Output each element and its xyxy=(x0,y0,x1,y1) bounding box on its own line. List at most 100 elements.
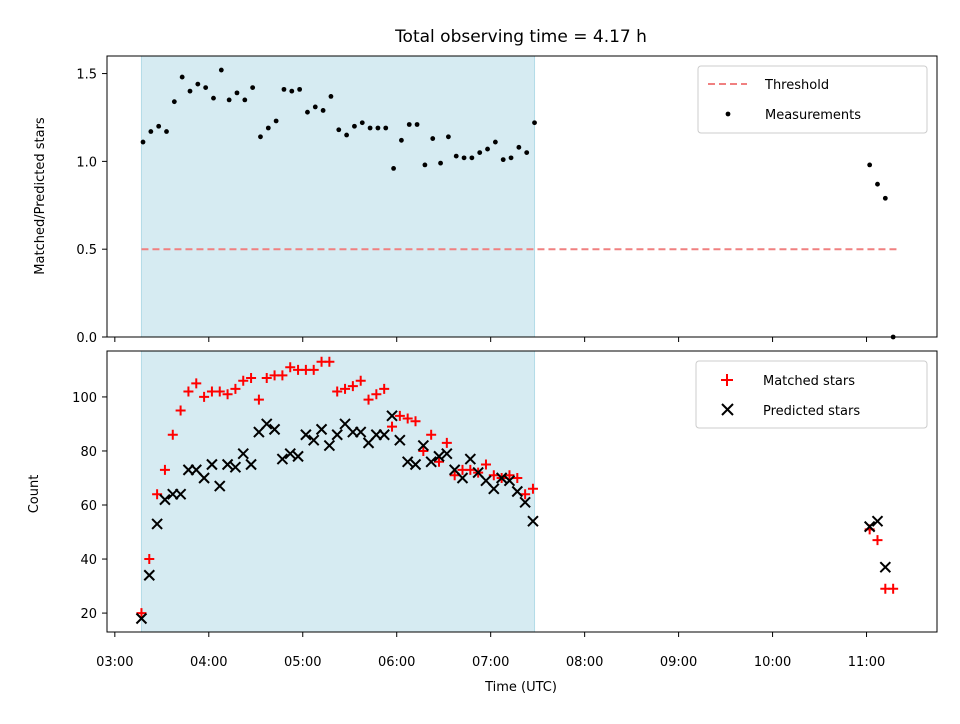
measurement-point xyxy=(875,181,880,187)
bottom-panel: 20 40 60 80 100 03:00 04:00 05:00 06:00 07:00 08:… xyxy=(27,350,938,695)
measurement-point xyxy=(242,97,248,103)
top-panel: 0.0 0.5 1.0 1.5 Matched/Predicted stars Thr… xyxy=(33,55,938,346)
measurement-point xyxy=(297,86,303,92)
predicted-star-marker xyxy=(527,515,539,527)
bottom-x-ticks: 03:00 04:00 05:00 06:00 07:00 08:00 09:00 10:00… xyxy=(96,632,885,670)
matched-star-marker xyxy=(261,373,272,384)
legend-measurements-swatch xyxy=(725,111,731,117)
predicted-star-marker xyxy=(198,472,210,484)
measurement-point xyxy=(320,108,326,113)
measurement-point xyxy=(250,85,256,91)
legend-predicted-swatch xyxy=(721,403,734,416)
top-y-tick-label: 0.5 xyxy=(76,243,97,258)
bottom-x-tick-label: 07:00 xyxy=(472,655,509,670)
matched-star-marker xyxy=(308,364,319,375)
measurement-point xyxy=(485,146,490,152)
measurement-point xyxy=(367,125,373,131)
matched-star-marker xyxy=(888,583,899,594)
matched-star-marker xyxy=(504,470,515,481)
predicted-star-marker xyxy=(143,569,155,581)
matched-star-marker xyxy=(277,370,288,381)
bottom-x-tick-label: 03:00 xyxy=(96,655,133,670)
bottom-y-tick-label: 40 xyxy=(80,553,97,568)
top-y-tick-label: 1.5 xyxy=(76,68,97,83)
measurement-point xyxy=(218,67,224,73)
measurement-point xyxy=(532,120,537,126)
measurement-point xyxy=(867,162,873,168)
measurement-point xyxy=(375,125,381,131)
measurement-point xyxy=(469,155,475,161)
bottom-x-tick-label: 09:00 xyxy=(660,655,697,670)
predicted-star-marker xyxy=(284,447,296,460)
measurement-point xyxy=(336,127,342,133)
bottom-x-tick-label: 06:00 xyxy=(378,655,415,670)
predicted-star-marker xyxy=(401,456,414,468)
predicted-star-marker xyxy=(495,472,508,484)
predicted-star-marker xyxy=(206,458,218,471)
measurement-point xyxy=(477,150,483,155)
measurement-point xyxy=(312,104,318,110)
bottom-legend-box xyxy=(695,360,928,429)
matched-star-marker xyxy=(512,472,523,483)
bottom-y-tick-label: 100 xyxy=(72,391,97,406)
matched-star-marker xyxy=(238,375,249,386)
predicted-star-marker xyxy=(441,447,453,460)
matched-star-marker xyxy=(285,362,296,373)
measurement-point xyxy=(359,120,365,126)
matched-star-marker xyxy=(230,383,241,394)
matched-star-marker xyxy=(520,489,531,500)
measurement-point xyxy=(265,125,271,131)
measurement-point xyxy=(383,125,389,131)
predicted-star-marker xyxy=(425,456,437,468)
measurement-point xyxy=(508,155,514,161)
legend-threshold-label: Threshold xyxy=(764,78,829,93)
measurement-point xyxy=(882,195,888,201)
matched-star-marker xyxy=(426,429,437,440)
legend-measurements-label: Measurements xyxy=(765,108,861,123)
top-shaded-region xyxy=(140,55,536,338)
predicted-star-marker xyxy=(261,418,273,430)
bottom-x-tick-label: 10:00 xyxy=(754,655,791,670)
measurement-point xyxy=(281,86,287,92)
measurement-point xyxy=(273,118,279,124)
matched-star-marker xyxy=(175,405,186,416)
matched-star-marker xyxy=(253,394,264,405)
predicted-star-marker xyxy=(456,472,469,484)
bottom-y-tick-label: 20 xyxy=(80,607,97,622)
top-plot-marks xyxy=(140,67,898,340)
matched-star-marker xyxy=(214,386,225,397)
measurement-point xyxy=(500,157,506,163)
measurement-point xyxy=(438,160,443,166)
predicted-star-marker xyxy=(464,453,477,465)
predicted-star-marker xyxy=(879,561,892,573)
measurement-point xyxy=(524,150,530,155)
predicted-star-marker xyxy=(292,450,304,463)
matched-star-marker xyxy=(480,459,491,470)
predicted-star-marker xyxy=(354,426,367,438)
matched-star-marker xyxy=(340,383,351,394)
measurement-point xyxy=(328,93,334,99)
legend-predicted-label: Predicted stars xyxy=(763,404,860,419)
matched-star-marker xyxy=(355,375,366,386)
measurement-point xyxy=(430,136,436,141)
matched-star-marker xyxy=(872,535,883,546)
matched-star-marker xyxy=(191,378,202,389)
predicted-star-marker xyxy=(237,447,249,460)
matched-star-marker xyxy=(159,464,170,475)
matched-star-marker xyxy=(441,437,452,448)
measurement-point xyxy=(203,85,209,91)
measurement-point xyxy=(234,90,240,96)
measurement-point xyxy=(156,123,162,129)
matched-star-marker xyxy=(465,464,476,475)
matched-star-marker xyxy=(527,483,538,494)
measurement-point xyxy=(391,166,396,171)
predicted-star-marker xyxy=(229,461,242,473)
predicted-star-marker xyxy=(871,515,884,527)
predicted-star-marker xyxy=(268,423,281,436)
predicted-star-marker xyxy=(863,520,876,533)
matched-star-marker xyxy=(332,386,343,397)
predicted-star-marker xyxy=(221,458,234,471)
measurement-point xyxy=(422,162,428,168)
matched-star-marker xyxy=(183,386,194,397)
